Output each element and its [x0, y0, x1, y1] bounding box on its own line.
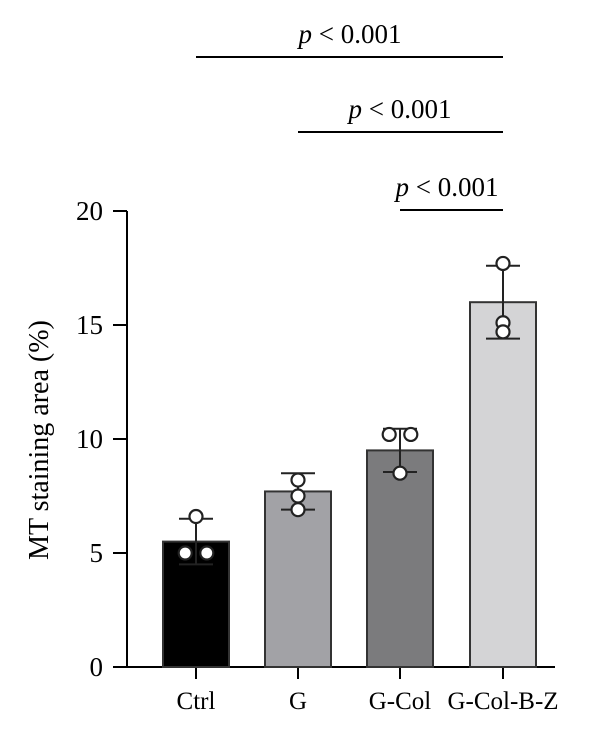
significance-label: p < 0.001	[347, 94, 452, 124]
data-point	[495, 324, 511, 340]
y-tick-label: 0	[90, 652, 104, 682]
y-axis-title-group: MT staining area (%)	[24, 320, 55, 560]
bar-g-col	[366, 449, 434, 668]
axes: 0 5 10 15 20 Ctrl G G-Col G-Col-B-Z	[76, 196, 559, 715]
x-tick-label: Ctrl	[177, 688, 216, 715]
bars	[162, 264, 537, 668]
data-point	[381, 426, 397, 443]
data-point	[290, 472, 306, 488]
significance-label: p < 0.001	[297, 19, 402, 49]
data-point	[495, 255, 511, 272]
y-axis-title: MT staining area (%)	[24, 320, 55, 560]
data-point	[188, 508, 204, 525]
x-tick-label: G	[289, 688, 307, 715]
data-point	[403, 426, 419, 443]
data-point	[290, 488, 306, 504]
significance-annotations: p < 0.001 p < 0.001 p < 0.001	[196, 19, 503, 211]
data-points	[177, 255, 511, 561]
data-point	[290, 502, 306, 518]
y-tick-label: 5	[90, 538, 104, 568]
x-tick-label: G-Col-B-Z	[447, 688, 558, 715]
significance-label: p < 0.001	[394, 172, 499, 202]
y-tick-label: 15	[76, 310, 103, 340]
bar-g	[264, 490, 332, 668]
y-tick-label: 10	[76, 424, 103, 454]
data-point	[199, 545, 215, 561]
data-point	[177, 545, 193, 561]
bar-g-col-b-z	[469, 301, 537, 668]
y-tick-label: 20	[76, 196, 103, 226]
x-tick-label: G-Col	[369, 688, 432, 715]
data-point	[392, 465, 408, 481]
